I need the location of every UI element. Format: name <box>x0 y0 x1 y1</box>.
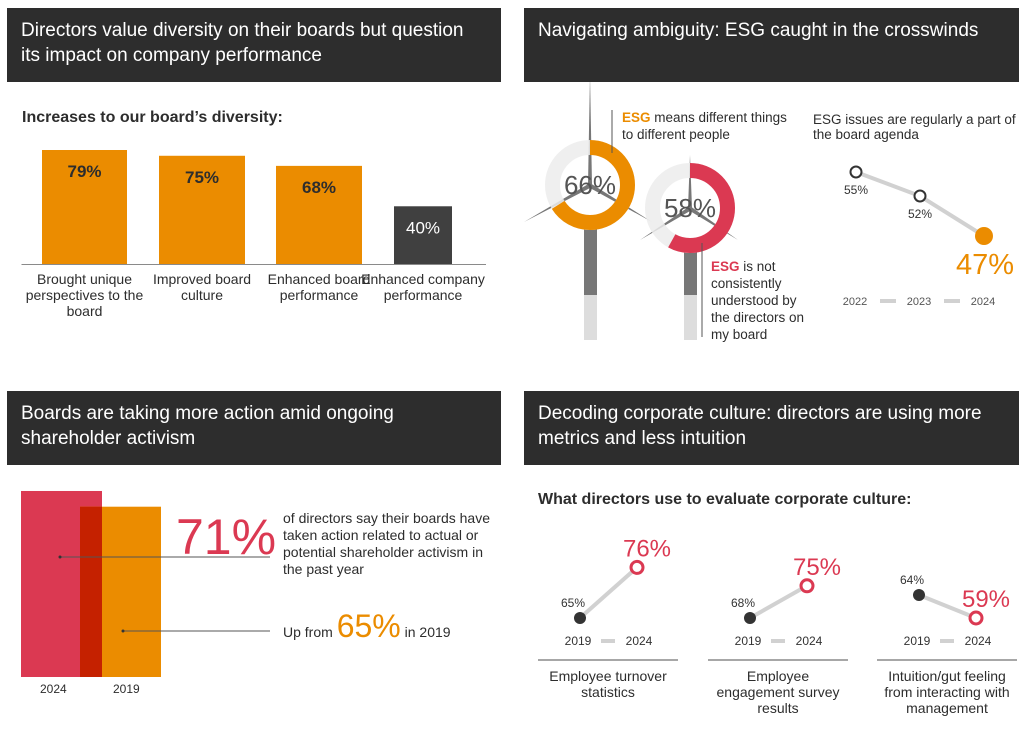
data-point <box>975 227 993 245</box>
esg-label-2: ESG is not consistently understood by th… <box>711 258 811 343</box>
culture-title: Decoding corporate culture: directors ar… <box>524 391 1019 465</box>
bar-value-label: 40% <box>406 218 440 237</box>
data-point <box>913 189 927 203</box>
donut-value-label: 58% <box>664 193 716 223</box>
data-point-2019 <box>744 612 756 624</box>
activism-title: Boards are taking more action amid ongoi… <box>7 391 501 465</box>
prev-value: 65% <box>336 608 401 644</box>
turbine-tower <box>584 225 597 295</box>
year-2024-label: 2024 <box>40 682 67 696</box>
data-point-2024 <box>968 610 984 626</box>
esg-line-title: ESG issues are regularly a part of the b… <box>813 112 1016 142</box>
donut-segment <box>645 163 735 253</box>
bar-value-label: 68% <box>302 178 336 197</box>
bar <box>394 206 452 264</box>
in-year-label: in 2019 <box>404 624 451 640</box>
data-label-2019: 65% <box>561 596 585 610</box>
turbine-blade <box>588 75 592 185</box>
donut-segment <box>545 140 635 230</box>
bar-category-label: Enhanced company performance <box>361 271 485 303</box>
activism-up-from: Up from 65% in 2019 <box>283 608 451 645</box>
tick-dash <box>771 639 785 643</box>
data-point-2019 <box>574 612 586 624</box>
donut-value-label: 66% <box>564 170 616 200</box>
bar-value-label: 75% <box>185 168 219 187</box>
leader-dot <box>58 555 62 559</box>
bar-category-label: Brought unique perspectives to the board <box>25 271 144 319</box>
data-point <box>849 165 863 179</box>
series-line <box>749 584 808 620</box>
esg-text: means different things to different peop… <box>622 110 787 142</box>
data-label: 52% <box>908 207 932 221</box>
data-label: 55% <box>844 183 868 197</box>
esg-bold: ESG <box>711 259 740 274</box>
x-tick-label: 2024 <box>626 634 653 648</box>
category-label: Intuition/gut feeling from interacting w… <box>884 668 1010 716</box>
bar-category-label: Improved board culture <box>152 271 252 303</box>
bar-category-label: Enhanced board performance <box>267 271 371 303</box>
tick-dash <box>940 639 954 643</box>
diversity-subtitle: Increases to our board’s diversity: <box>22 109 283 126</box>
bar-overlap <box>80 506 102 677</box>
tick-dash <box>944 299 960 303</box>
activism-text: of directors say their boards have taken… <box>283 510 490 577</box>
series-line <box>918 593 977 620</box>
series-line <box>578 565 639 620</box>
category-label: Employee engagement survey results <box>716 668 840 716</box>
data-label-2024: 76% <box>623 535 671 562</box>
bar <box>42 150 127 264</box>
tick-dash <box>601 639 615 643</box>
culture-subtitle: What directors use to evaluate corporate… <box>538 491 912 508</box>
turbine-tower-base <box>584 295 597 340</box>
turbine-tower-base <box>684 295 697 340</box>
data-label-2024: 75% <box>793 554 841 581</box>
turbine-blade <box>688 155 692 208</box>
tick-dash <box>880 299 896 303</box>
esg-text: is not consistently understood by the di… <box>711 259 805 342</box>
series-line <box>855 170 986 238</box>
category-label: Employee turnover statistics <box>549 668 667 700</box>
up-from-label: Up from <box>283 624 333 640</box>
x-tick-label: 2024 <box>965 634 992 648</box>
diversity-title: Directors value diversity on their board… <box>7 8 501 82</box>
data-label-2019: 64% <box>900 573 924 587</box>
data-label: 47% <box>956 249 1014 281</box>
bar <box>276 165 362 264</box>
x-tick-label: 2019 <box>565 634 592 648</box>
data-point-2024 <box>629 559 645 575</box>
leader-dot <box>121 629 125 633</box>
data-label-2019: 68% <box>731 596 755 610</box>
x-tick-label: 2022 <box>843 296 867 308</box>
esg-title: Navigating ambiguity: ESG caught in the … <box>524 8 1019 82</box>
x-tick-label: 2024 <box>971 296 995 308</box>
bar <box>159 155 245 264</box>
activism-big-value: 71% <box>176 509 277 565</box>
x-tick-label: 2024 <box>796 634 823 648</box>
bar-value-label: 79% <box>67 162 101 181</box>
data-label-2024: 59% <box>962 586 1010 613</box>
esg-bold: ESG <box>622 110 651 125</box>
data-point-2019 <box>913 589 925 601</box>
x-tick-label: 2019 <box>735 634 762 648</box>
turbine-tower <box>684 248 697 295</box>
esg-label-1: ESG means different things to different … <box>622 109 792 143</box>
x-tick-label: 2023 <box>907 296 931 308</box>
x-tick-label: 2019 <box>904 634 931 648</box>
year-2019-label: 2019 <box>113 682 140 696</box>
data-point-2024 <box>799 578 815 594</box>
